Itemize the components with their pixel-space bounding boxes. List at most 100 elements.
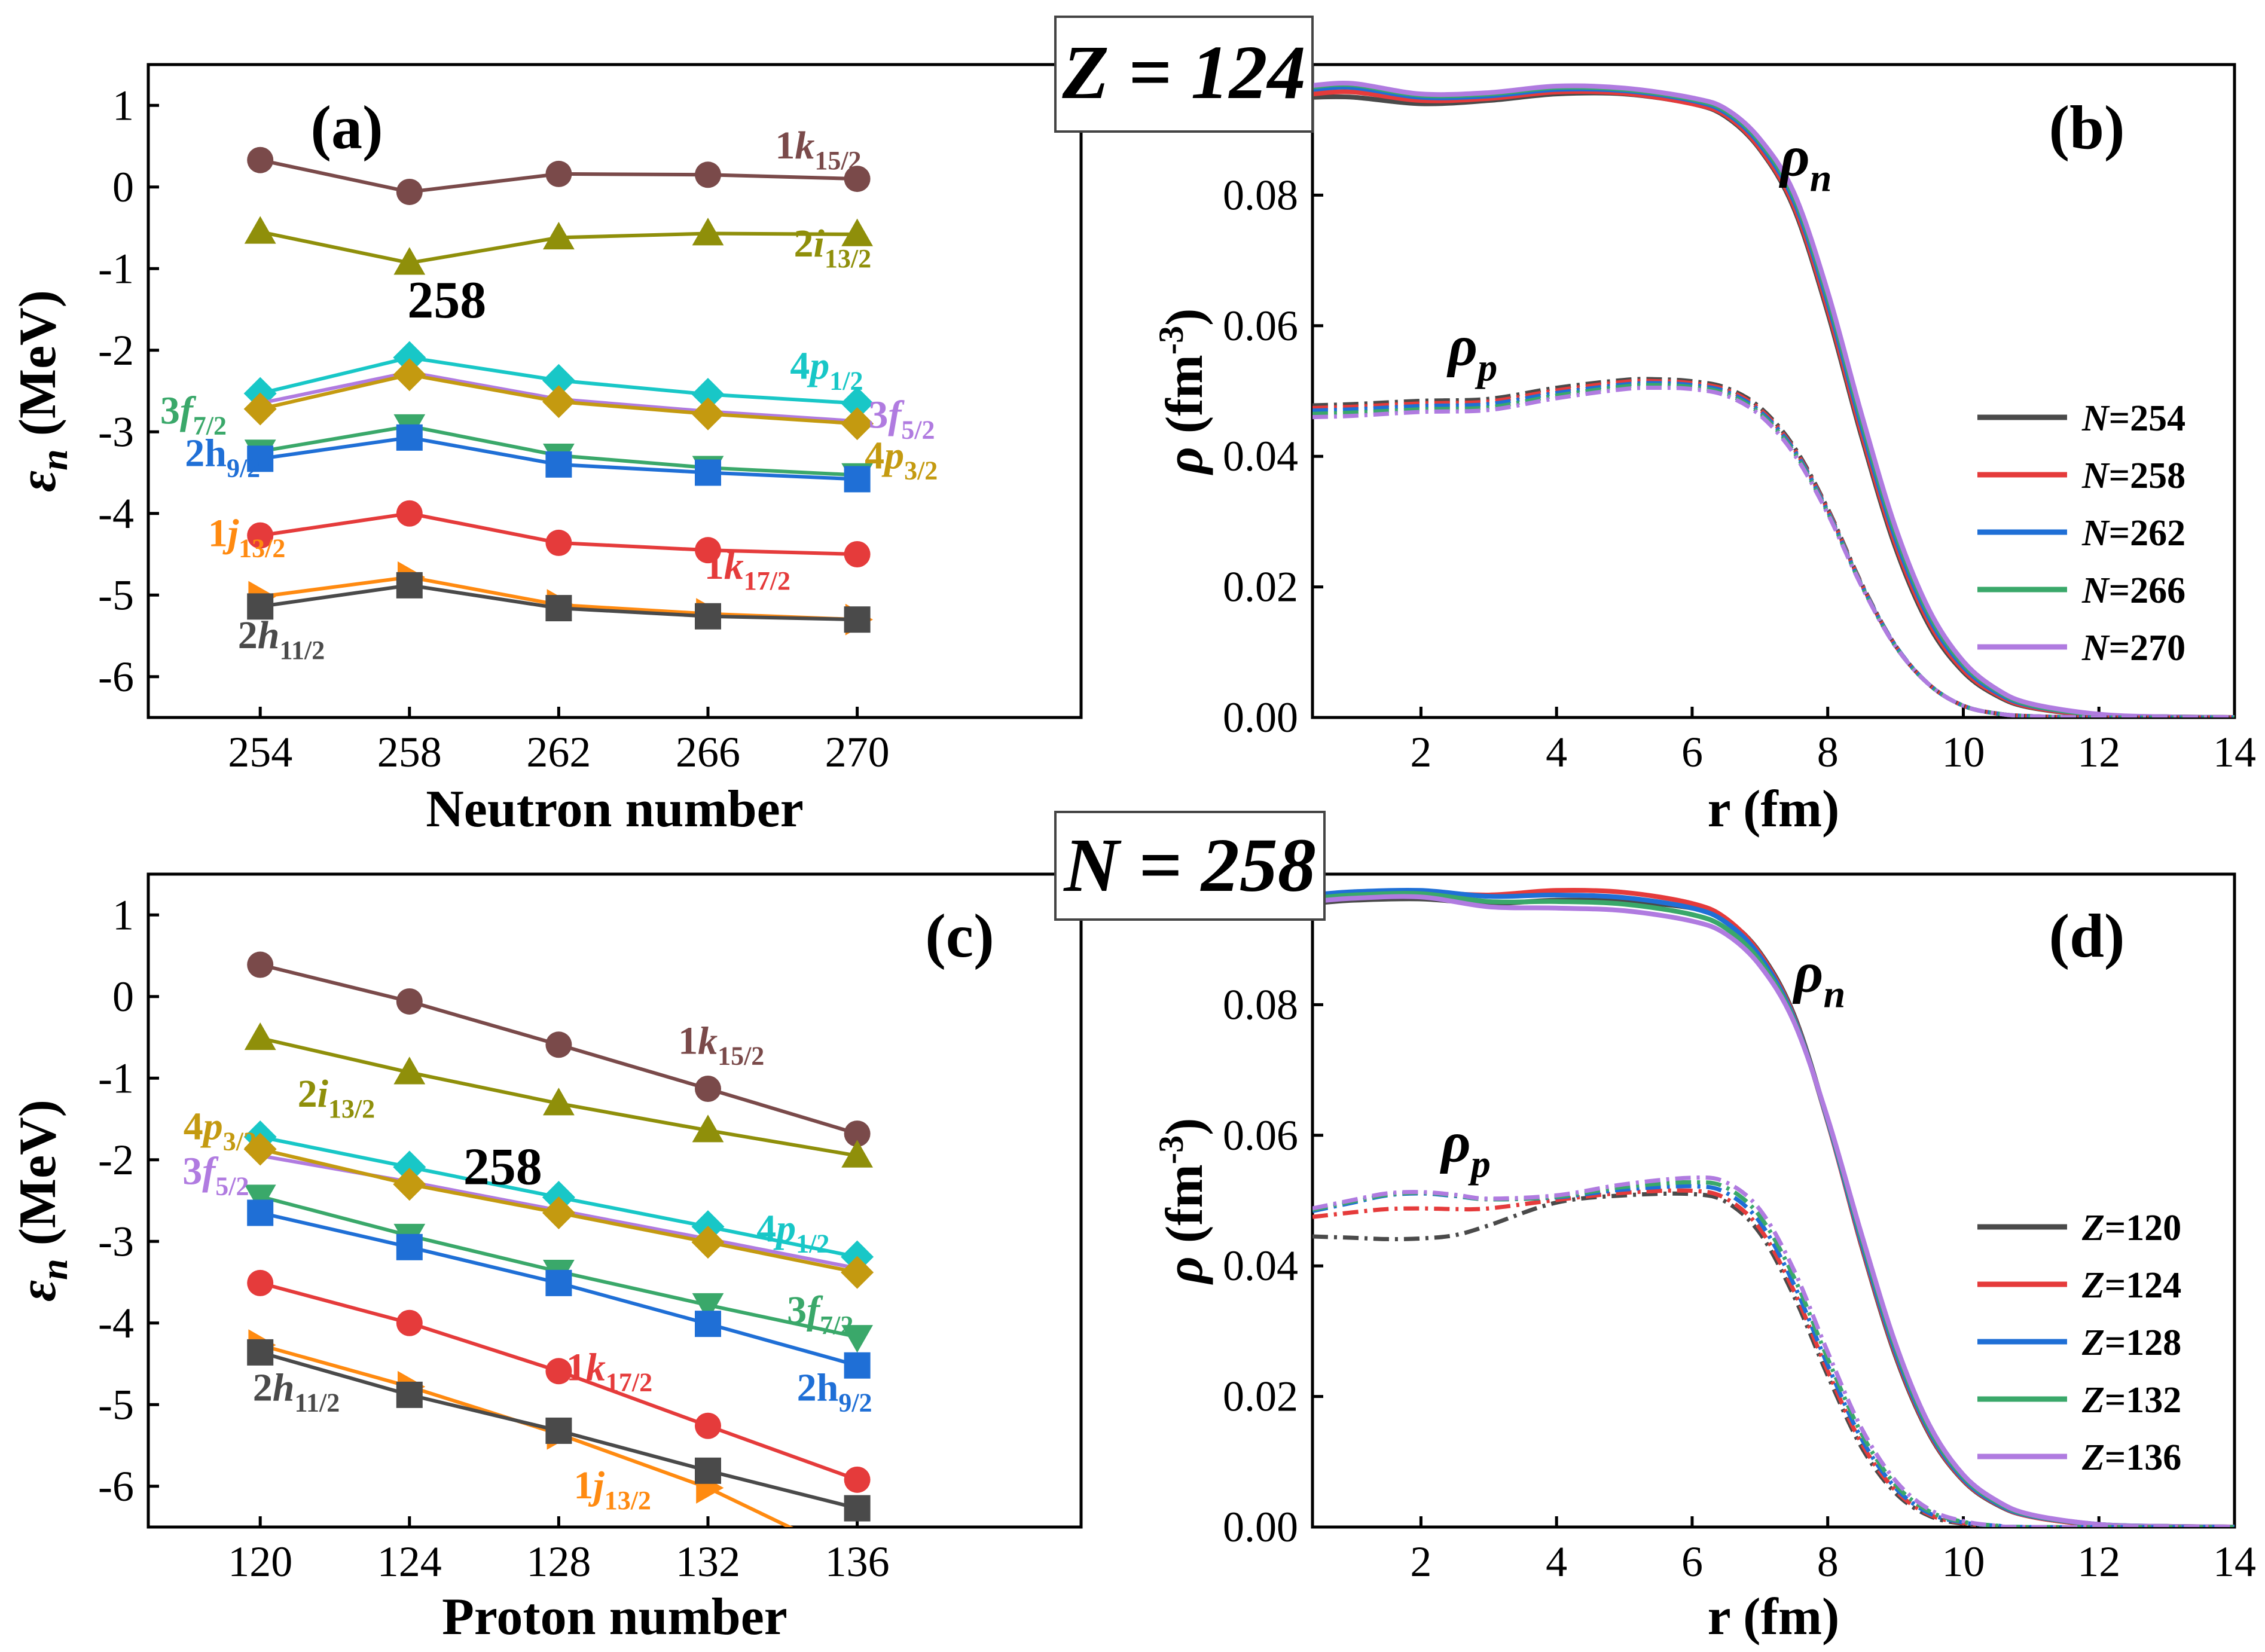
- banner-top-text: Z = 124: [1061, 30, 1305, 115]
- data-point-2i13/2: [543, 221, 575, 250]
- series-label-2h11/2-l: h: [258, 613, 280, 657]
- panel-a-ytick-label: 1: [112, 81, 134, 129]
- panel-c-ytick-label: -5: [98, 1381, 134, 1428]
- panel-b-ytick-label: 0.04: [1223, 432, 1298, 480]
- data-point-2h9/2: [396, 1233, 423, 1260]
- data-point-2i13/2: [841, 218, 873, 246]
- legend-label-Z=132: Z=132: [2081, 1380, 2181, 1421]
- panel-c-annotation: 258: [463, 1138, 542, 1196]
- data-point-4p1/2: [542, 364, 575, 397]
- data-point-1k15/2: [844, 166, 871, 193]
- legend-label-N=266-value: =266: [2109, 570, 2185, 611]
- panel-b-rho-n-label-sub: n: [1810, 157, 1832, 200]
- panel-b-ylabel: ρ (fm-3): [1152, 309, 1214, 476]
- series-label-3f7/2-j: 7/2: [193, 411, 227, 441]
- banner-top: Z = 124: [1054, 16, 1314, 133]
- data-point-4p3/2: [243, 392, 277, 426]
- data-point-1k17/2: [545, 529, 572, 556]
- data-point-2h11/2: [695, 603, 721, 630]
- panel-c-letter: (c): [925, 902, 994, 970]
- panel-b-rho-p-label-main: ρ: [1446, 313, 1478, 377]
- data-point-3f7/2: [244, 1184, 276, 1213]
- panel-d-rho-n-label: ρn: [1792, 940, 1845, 1016]
- series-label-3f7/2-j: 7/2: [820, 1311, 853, 1340]
- panel-b-letter: (b): [2049, 93, 2124, 162]
- series-label-3f7/2: 3f7/2: [160, 389, 227, 441]
- data-point-1k15/2: [545, 1031, 572, 1058]
- panel-a-xtick-label: 270: [825, 728, 890, 776]
- legend-label-Z=128: Z=128: [2081, 1323, 2181, 1363]
- legend-label-N=258: N=258: [2081, 456, 2185, 496]
- series-label-3f5/2-n: 3: [182, 1150, 202, 1193]
- series-label-4p3/2: 4p3/2: [184, 1105, 257, 1156]
- panel-a-annotation: 258: [407, 271, 486, 329]
- panel-c: 120 124 128 132 13610-1-2-3-4-5-61k15/22i13/…: [9, 872, 1083, 1646]
- banner-bottom-box: [1054, 811, 1326, 921]
- panel-d-rho-n-label-main: ρ: [1792, 940, 1823, 1004]
- panel-b-ytick-label: 0.02: [1223, 563, 1298, 611]
- legend-label-N=254-value: =254: [2109, 398, 2185, 439]
- series-label-2h11/2-j: 11/2: [279, 636, 325, 665]
- series-label-1k15/2-j: 15/2: [718, 1041, 764, 1070]
- panel-a-xtick-label: 266: [676, 728, 740, 776]
- series-label-2h9/2-n: 2: [185, 432, 204, 475]
- series-label-4p1/2-j: 1/2: [829, 367, 863, 396]
- series-label-4p1/2: 4p1/2: [756, 1207, 829, 1258]
- data-point-2i13/2: [692, 218, 724, 246]
- legend-label-N=270: N=270: [2081, 628, 2185, 668]
- legend-label-Z=136-symbol: Z: [2081, 1437, 2105, 1478]
- legend-label-N=262-value: =262: [2109, 513, 2185, 554]
- legend-label-Z=124: Z=124: [2081, 1265, 2181, 1306]
- series-label-1k15/2-n: 1: [775, 124, 795, 167]
- series-label-4p3/2-j: 3/2: [223, 1127, 257, 1156]
- panel-a-ytick-label: -4: [98, 490, 134, 538]
- series-label-4p3/2: 4p3/2: [865, 434, 938, 485]
- series-label-2h9/2: 2h9/2: [185, 432, 260, 483]
- data-point-4p1/2: [393, 1150, 426, 1184]
- series-label-2i13/2-l: i: [318, 1072, 329, 1116]
- panel-c-ytick-label: -2: [98, 1136, 134, 1184]
- panel-d-xtick-label: 2: [1410, 1538, 1431, 1586]
- panel-a-plot: 254 258 262 266 27010-1-2-3-4-5-61k15/22i13/…: [98, 81, 938, 776]
- data-point-2i13/2: [244, 216, 276, 244]
- data-point-1k17/2: [545, 1358, 572, 1385]
- legend-label-Z=124-symbol: Z: [2081, 1265, 2105, 1306]
- legend-label-Z=136: Z=136: [2081, 1437, 2181, 1478]
- series-label-2i13/2-l: i: [814, 222, 825, 265]
- panel-c-xtick-label: 136: [825, 1538, 890, 1586]
- series-label-3f7/2-n: 3: [160, 389, 180, 433]
- series-label-4p1/2: 4p1/2: [790, 344, 863, 396]
- legend-label-N=258-value: =258: [2109, 456, 2185, 496]
- legend-label-Z=136-value: =136: [2105, 1437, 2181, 1478]
- panel-a-ytick-label: -1: [98, 245, 134, 292]
- series-label-1k15/2-l: k: [795, 124, 814, 167]
- data-point-1k15/2: [396, 178, 423, 205]
- data-point-2h9/2: [844, 466, 871, 493]
- series-label-4p3/2-l: p: [200, 1105, 223, 1149]
- panel-b-xtick-label: 8: [1817, 728, 1839, 776]
- panel-c-ytick-label: 0: [112, 973, 134, 1021]
- panel-b-frame: [1311, 63, 2236, 719]
- banner-top-box: [1054, 16, 1314, 133]
- series-label-2i13/2: 2i13/2: [794, 222, 872, 273]
- legend-label-N=254-symbol: N: [2081, 398, 2110, 439]
- panel-d-curves-group: [1312, 887, 2235, 1527]
- data-point-1k15/2: [844, 1120, 871, 1147]
- data-point-1k17/2: [695, 1412, 721, 1439]
- data-point-2h11/2: [844, 1495, 871, 1522]
- series-label-4p1/2-l: p: [807, 344, 829, 388]
- proton-density-curve-Z=136: [1312, 1175, 2235, 1527]
- panel-d-xtick-label: 10: [1942, 1538, 1985, 1586]
- series-label-3f5/2-n: 3: [868, 393, 888, 436]
- panel-d-xtick-label: 12: [2077, 1538, 2120, 1586]
- panel-b-xtick-label: 14: [2213, 728, 2256, 776]
- data-point-3f7/2: [692, 1293, 724, 1321]
- series-label-2i13/2-n: 2: [794, 222, 814, 265]
- data-point-2h9/2: [545, 1269, 572, 1296]
- panel-a-frame: [146, 63, 1083, 719]
- panel-c-ytick-label: -1: [98, 1054, 134, 1102]
- series-label-2h11/2-j: 11/2: [294, 1388, 340, 1417]
- panel-a-series-group: [243, 146, 874, 636]
- panel-c-plot: 120 124 128 132 13610-1-2-3-4-5-61k15/22i13/…: [98, 891, 890, 1586]
- panel-b: 2 4 6 8 10 12 140.000.020.040.060.08ρnρpN=254N…: [1152, 63, 2256, 838]
